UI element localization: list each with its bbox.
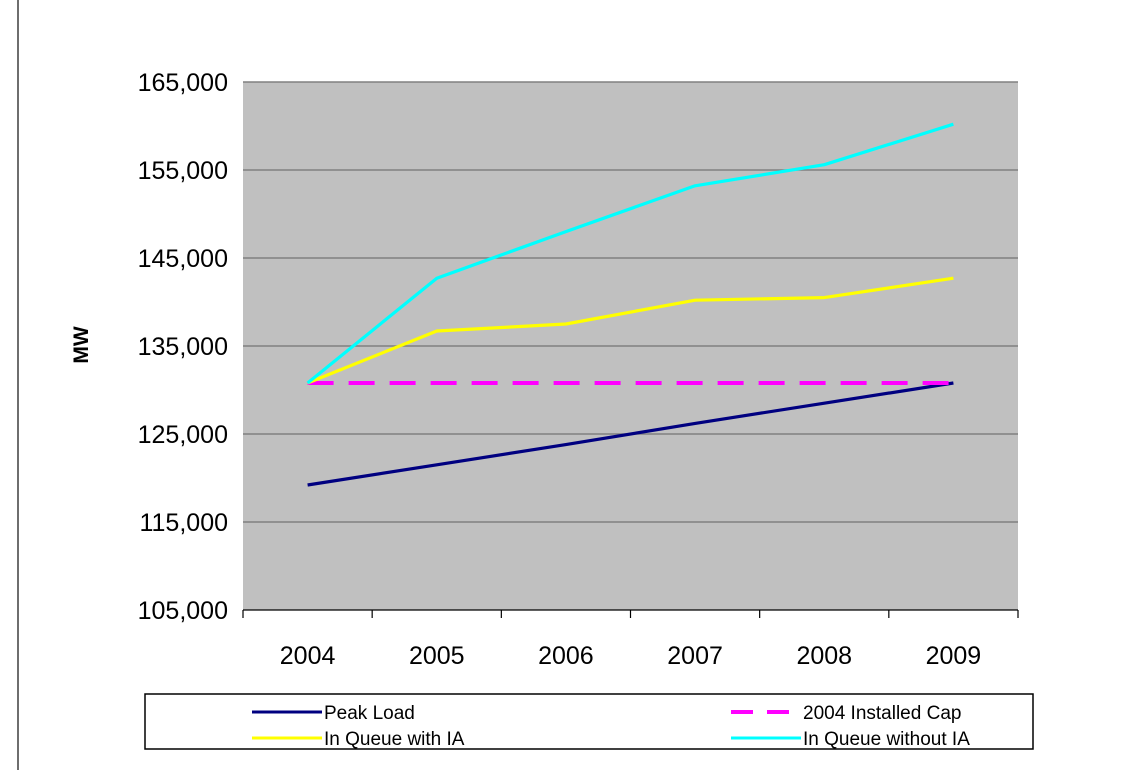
series-lines xyxy=(306,122,954,487)
x-tick-label: 2009 xyxy=(926,642,982,670)
legend-label: Peak Load xyxy=(324,703,415,724)
x-tick-label: 2007 xyxy=(667,642,723,670)
legend-label: In Queue with IA xyxy=(324,729,465,750)
x-tick-label: 2004 xyxy=(280,642,336,670)
legend-label: 2004 Installed Cap xyxy=(803,703,961,724)
series-line xyxy=(307,381,954,487)
y-axis-tick-labels: 105,000 115,000 125,000 135,000 145,000 155,0… xyxy=(138,69,228,625)
x-tick-label: 2005 xyxy=(409,642,465,670)
legend: Peak Load 2004 Installed Cap In Queue with… xyxy=(144,693,1034,750)
series-line xyxy=(306,122,954,385)
x-tick-label: 2008 xyxy=(796,642,852,670)
legend-box xyxy=(144,693,1034,750)
left-border-line xyxy=(17,0,19,770)
x-tick-label: 2006 xyxy=(538,642,594,670)
y-tick-label: 145,000 xyxy=(138,245,228,273)
y-tick-label: 165,000 xyxy=(138,69,228,97)
y-tick-label: 115,000 xyxy=(139,509,228,537)
y-axis-title: MW xyxy=(70,326,93,363)
y-tick-label: 125,000 xyxy=(138,421,228,449)
y-tick-label: 135,000 xyxy=(138,333,228,361)
y-tick-label: 105,000 xyxy=(138,597,228,625)
x-axis: 2004 2005 2006 2007 2008 2009 xyxy=(242,609,1019,670)
series-line xyxy=(307,276,954,385)
grid-lines xyxy=(243,81,1018,523)
legend-label: In Queue without IA xyxy=(803,729,970,750)
y-tick-label: 155,000 xyxy=(138,157,228,185)
